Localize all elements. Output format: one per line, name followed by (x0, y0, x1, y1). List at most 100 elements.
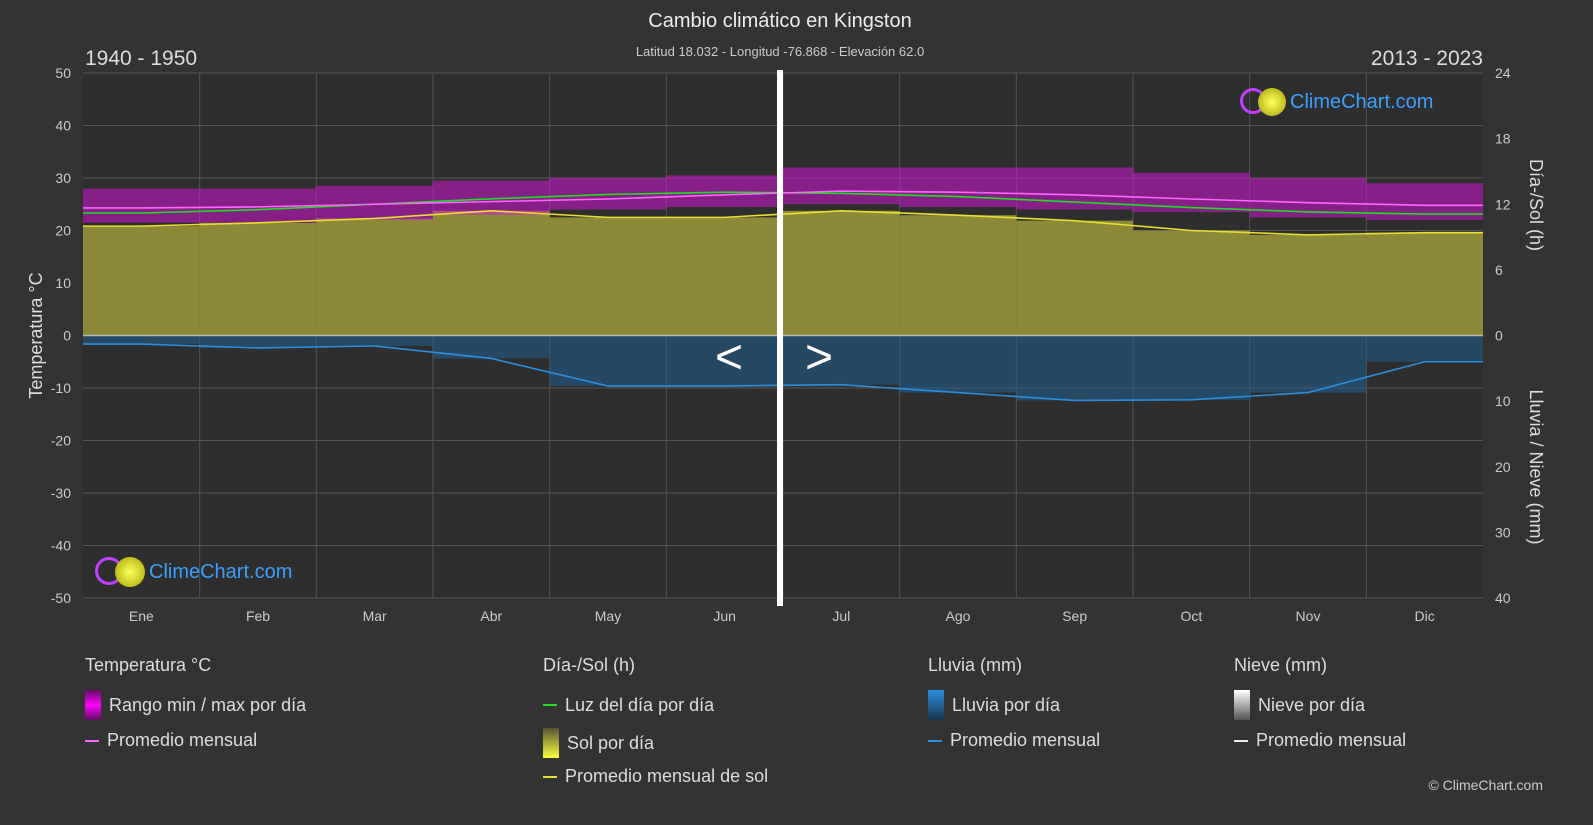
x-tick-label: Ene (129, 608, 154, 624)
x-tick-label: Jun (713, 608, 736, 624)
rain-bar (899, 335, 1017, 393)
y-tick-label: 40 (55, 118, 71, 134)
y-tick-label: -50 (51, 590, 71, 606)
legend-label: Luz del día por día (565, 694, 715, 715)
right-tick-label: 20 (1495, 459, 1511, 475)
right-tick-label: 30 (1495, 524, 1511, 540)
legend-label: Promedio mensual (107, 730, 258, 750)
right-tick-label: 10 (1495, 393, 1511, 409)
chart-subtitle: Latitud 18.032 - Longitud -76.868 - Elev… (635, 44, 925, 59)
chart-title: Cambio climático en Kingston (648, 10, 912, 32)
legend-temperature: Temperatura °C Rango min / max por día P… (85, 655, 306, 751)
legend-rain: Lluvia (mm) Lluvia por día Promedio mens… (928, 655, 1100, 751)
y-tick-label: -30 (51, 485, 71, 501)
left-period: 1940 - 1950 (85, 47, 198, 70)
x-tick-label: Ago (946, 608, 971, 624)
right-tick-label: 0 (1495, 328, 1503, 344)
rain-bar (1016, 335, 1133, 401)
green-line-icon (543, 704, 557, 706)
x-tick-label: Feb (246, 608, 270, 624)
blue-line-icon (928, 739, 942, 742)
rain-bar (1366, 335, 1483, 362)
logo-icon (95, 557, 145, 587)
legend-label: Promedio mensual (950, 730, 1101, 750)
legend-label: Promedio mensual de sol (565, 766, 769, 786)
x-tick-label: Abr (480, 608, 502, 624)
y-tick-label: -40 (51, 538, 71, 554)
rain-bar (199, 335, 317, 348)
legend-label: Promedio mensual (1256, 730, 1407, 750)
legend-label: Lluvia por día (952, 694, 1061, 715)
legend-title: Día-/Sol (h) (543, 655, 636, 675)
right-period: 2013 - 2023 (1370, 47, 1483, 70)
legend-title: Lluvia (mm) (928, 655, 1023, 675)
sun-bar (1249, 234, 1367, 336)
sun-bar (1133, 230, 1250, 336)
y-tick-label: 50 (55, 65, 71, 81)
magenta-swatch-icon (85, 690, 101, 720)
y-tick-label: 0 (63, 328, 71, 344)
rain-bar (433, 335, 550, 359)
sun-bar (783, 210, 900, 336)
logo-text: ClimeChart.com (1290, 90, 1434, 113)
right-axis-label-top: Día-/Sol (h) (1526, 159, 1546, 251)
period-divider-handle (777, 70, 783, 606)
left-axis-label: Temperatura °C (26, 272, 46, 398)
legend-label: Rango min / max por día (109, 694, 307, 715)
y-tick-label: 10 (55, 275, 71, 291)
white-line-icon (1234, 739, 1248, 742)
legend-title: Nieve (mm) (1234, 655, 1327, 675)
copyright: © ClimeChart.com (1428, 777, 1543, 793)
right-axis-label-bottom: Lluvia / Nieve (mm) (1526, 389, 1546, 544)
legend-label: Sol por día (567, 732, 655, 753)
x-tick-label: Oct (1180, 608, 1202, 624)
next-arrow-button[interactable]: > (805, 331, 834, 384)
legend-title: Temperatura °C (85, 655, 212, 675)
sun-bar (1366, 232, 1483, 336)
chart-svg: 50 40 30 20 10 0 -10 -20 -30 -40 -50 24 18 12 6 0 10 20 30… (26, 65, 1546, 624)
temp-range-bar (83, 188, 200, 223)
sun-bar (899, 215, 1017, 336)
yellow-swatch-icon (543, 728, 559, 758)
rain-bar (666, 335, 783, 387)
right-tick-label: 40 (1495, 590, 1511, 606)
legend-label: Nieve por día (1258, 694, 1366, 715)
right-tick-label: 24 (1495, 65, 1511, 81)
x-tick-label: May (595, 608, 621, 624)
rain-bar (549, 335, 667, 387)
x-tick-label: Dic (1415, 608, 1435, 624)
sun-bar (433, 210, 550, 336)
temp-range-bar (666, 175, 783, 207)
x-tick-label: Mar (363, 608, 387, 624)
rain-bar (1133, 335, 1250, 400)
x-tick-label: Sep (1062, 608, 1087, 624)
legend-snow: Nieve (mm) Nieve por día Promedio mensua… (1234, 655, 1406, 751)
right-tick-label: 6 (1495, 262, 1503, 278)
logo-bottom: ClimeChart.com (95, 557, 292, 587)
yellow-line-icon (543, 775, 557, 778)
pink-line-icon (85, 739, 99, 742)
y-tick-label: 20 (55, 223, 71, 239)
logo-top: ClimeChart.com (1240, 88, 1433, 116)
right-tick-label: 12 (1495, 196, 1511, 212)
y-tick-label: -20 (51, 433, 71, 449)
logo-icon (1240, 88, 1286, 116)
sun-bar (83, 226, 200, 336)
y-tick-label: 30 (55, 170, 71, 186)
rain-bar (1249, 335, 1367, 393)
legend-sun: Día-/Sol (h) Luz del día por día Sol por… (543, 655, 768, 787)
rain-bar (316, 335, 433, 346)
white-swatch-icon (1234, 690, 1250, 720)
logo-text: ClimeChart.com (149, 560, 293, 583)
right-tick-label: 18 (1495, 131, 1511, 147)
y-tick-label: -10 (51, 380, 71, 396)
rain-bar (83, 335, 200, 345)
prev-arrow-button[interactable]: < (715, 331, 744, 384)
sun-bar (549, 217, 667, 336)
sun-bar (316, 218, 433, 336)
x-tick-label: Nov (1296, 608, 1321, 624)
rain-bar (783, 335, 900, 385)
temp-range-bar (899, 167, 1017, 207)
temp-range-bar (783, 167, 900, 205)
